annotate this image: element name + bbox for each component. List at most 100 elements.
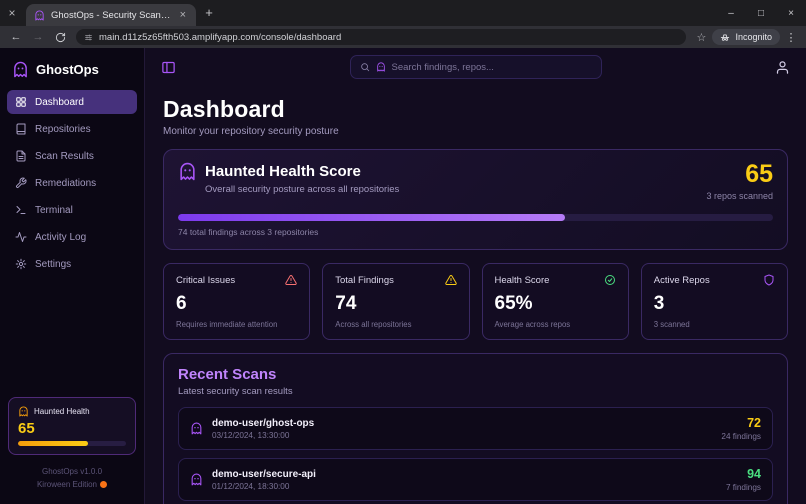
health-card-title: Haunted Health Score (205, 163, 361, 180)
browser-tab[interactable]: GhostOps - Security Scanner × (26, 4, 196, 26)
new-tab-button[interactable]: + (205, 5, 213, 20)
content-area: Dashboard Monitor your repository securi… (145, 48, 806, 504)
back-button[interactable]: ← (10, 31, 22, 43)
browser-toolbar: ← → main.d11z5z65fth503.amplifyapp.com/c… (0, 26, 806, 48)
terminal-icon (15, 204, 27, 216)
brand-logo[interactable]: GhostOps (0, 48, 144, 88)
page-title: Dashboard (163, 96, 285, 122)
minimize-button[interactable]: – (728, 7, 734, 19)
warning-triangle-icon (285, 274, 297, 286)
incognito-label: Incognito (735, 32, 772, 42)
stat-card-active-repos: Active Repos 3 3 scanned (640, 263, 788, 340)
close-button[interactable]: × (788, 7, 794, 19)
stat-card-health-score: Health Score 65% Average across repos (481, 263, 629, 340)
forward-button[interactable]: → (32, 31, 44, 43)
check-circle-icon (604, 274, 616, 286)
stat-value: 74 (335, 293, 357, 314)
stat-value: 3 (653, 293, 665, 314)
health-score-value: 65 (745, 160, 773, 188)
book-icon (15, 123, 27, 135)
wrench-icon (15, 177, 27, 189)
search-input[interactable] (391, 61, 592, 73)
scan-repo-name: demo-user/secure-api (212, 468, 316, 480)
sidebar-item-settings[interactable]: Settings (7, 252, 137, 276)
pumpkin-icon (100, 481, 108, 489)
sidebar-item-label: Terminal (35, 204, 73, 216)
scan-findings-count: 7 findings (725, 483, 761, 492)
incognito-badge: Incognito (712, 29, 780, 45)
sidebar-item-scan-results[interactable]: Scan Results (7, 144, 137, 168)
health-progressbar (178, 214, 773, 221)
health-widget-title: Haunted Health (34, 406, 90, 416)
site-info-icon[interactable] (84, 33, 93, 42)
recent-scans-title: Recent Scans (178, 366, 277, 383)
health-card-left: Haunted Health Score Overall security po… (178, 162, 399, 201)
repos-scanned-label: 3 repos scanned (706, 191, 773, 201)
browser-titlebar: × GhostOps - Security Scanner × + – □ × (0, 0, 806, 26)
sidebar-item-label: Activity Log (35, 231, 87, 243)
sidebar-item-label: Dashboard (35, 96, 84, 108)
stat-subtext: Requires immediate attention (176, 320, 278, 329)
findings-summary: 74 total findings across 3 repositories (178, 227, 319, 237)
search-box[interactable] (349, 55, 602, 79)
dashboard-icon (15, 96, 27, 108)
sidebar-item-label: Scan Results (35, 150, 94, 162)
sidebar-item-dashboard[interactable]: Dashboard (7, 90, 137, 114)
sidebar-nav: Dashboard Repositories Scan Results Reme… (0, 88, 144, 278)
file-icon (15, 150, 27, 162)
sidebar-item-label: Settings (35, 258, 72, 270)
address-bar[interactable]: main.d11z5z65fth503.amplifyapp.com/conso… (76, 29, 687, 45)
gear-icon (15, 258, 27, 270)
tab-close-icon[interactable]: × (179, 9, 186, 21)
health-card-subtitle: Overall security posture across all repo… (205, 184, 400, 195)
ghostops-app: GhostOps Dashboard Repositories Scan Res… (0, 48, 806, 504)
scan-row-secure-api[interactable]: demo-user/secure-api 01/12/2024, 18:30:0… (178, 458, 773, 501)
incognito-icon (720, 32, 730, 42)
stat-subtext: 3 scanned (653, 320, 690, 329)
edition-line: Kiroween Edition (0, 478, 144, 492)
scan-score: 72 (747, 416, 761, 430)
health-widget-progressbar (18, 440, 126, 446)
stat-label: Critical Issues (176, 274, 236, 286)
sidebar-item-remediations[interactable]: Remediations (7, 171, 137, 195)
refresh-icon (55, 32, 66, 43)
stat-subtext: Across all repositories (335, 320, 412, 329)
app-version: GhostOps v1.0.0 (41, 466, 103, 476)
stat-value: 6 (176, 293, 187, 314)
stats-row: Critical Issues 6 Requires immediate att… (163, 263, 788, 340)
window-close-left-button[interactable]: × (8, 6, 16, 20)
sidebar: GhostOps Dashboard Repositories Scan Res… (0, 48, 145, 504)
scan-info: demo-user/secure-api 01/12/2024, 18:30:0… (212, 469, 316, 491)
user-account-button[interactable] (775, 60, 790, 75)
sidebar-item-activity-log[interactable]: Activity Log (7, 225, 137, 249)
health-widget-progress-fill (18, 440, 89, 446)
maximize-button[interactable]: □ (757, 7, 765, 19)
haunted-health-score-card: Haunted Health Score Overall security po… (163, 149, 788, 250)
sidebar-item-repositories[interactable]: Repositories (7, 117, 137, 141)
warning-triangle-icon (445, 274, 457, 286)
recent-scans-card: Recent Scans Latest security scan result… (163, 353, 788, 504)
refresh-button[interactable] (50, 32, 70, 43)
scan-score: 94 (747, 467, 761, 481)
stat-subtext: Average across repos (494, 320, 571, 329)
sidebar-footer: GhostOps v1.0.0 Kiroween Edition (0, 455, 144, 504)
recent-scans-subtitle: Latest security scan results (178, 386, 293, 397)
search-icon (360, 62, 370, 72)
scan-row-ghost-ops[interactable]: demo-user/ghost-ops 03/12/2024, 13:30:00… (178, 407, 773, 450)
sidebar-item-terminal[interactable]: Terminal (7, 198, 137, 222)
sidebar-toggle-button[interactable] (161, 60, 176, 75)
stat-label: Active Repos (653, 274, 710, 286)
browser-menu-button[interactable]: ⋮ (785, 31, 797, 44)
ghost-logo-icon (12, 61, 29, 78)
scan-repo-name: demo-user/ghost-ops (212, 417, 315, 429)
ghost-icon (190, 422, 203, 435)
stat-card-total-findings: Total Findings 74 Across all repositorie… (322, 263, 470, 340)
sidebar-item-label: Remediations (35, 177, 97, 189)
sidebar-health-widget: Haunted Health 65 (8, 396, 136, 455)
scan-result: 94 7 findings (726, 467, 761, 492)
ghost-icon (18, 406, 29, 417)
page-subtitle: Monitor your repository security posture (163, 126, 339, 137)
bookmark-star-icon[interactable]: ☆ (696, 31, 707, 44)
user-icon (775, 60, 790, 75)
scan-date: 01/12/2024, 18:30:00 (212, 481, 290, 491)
